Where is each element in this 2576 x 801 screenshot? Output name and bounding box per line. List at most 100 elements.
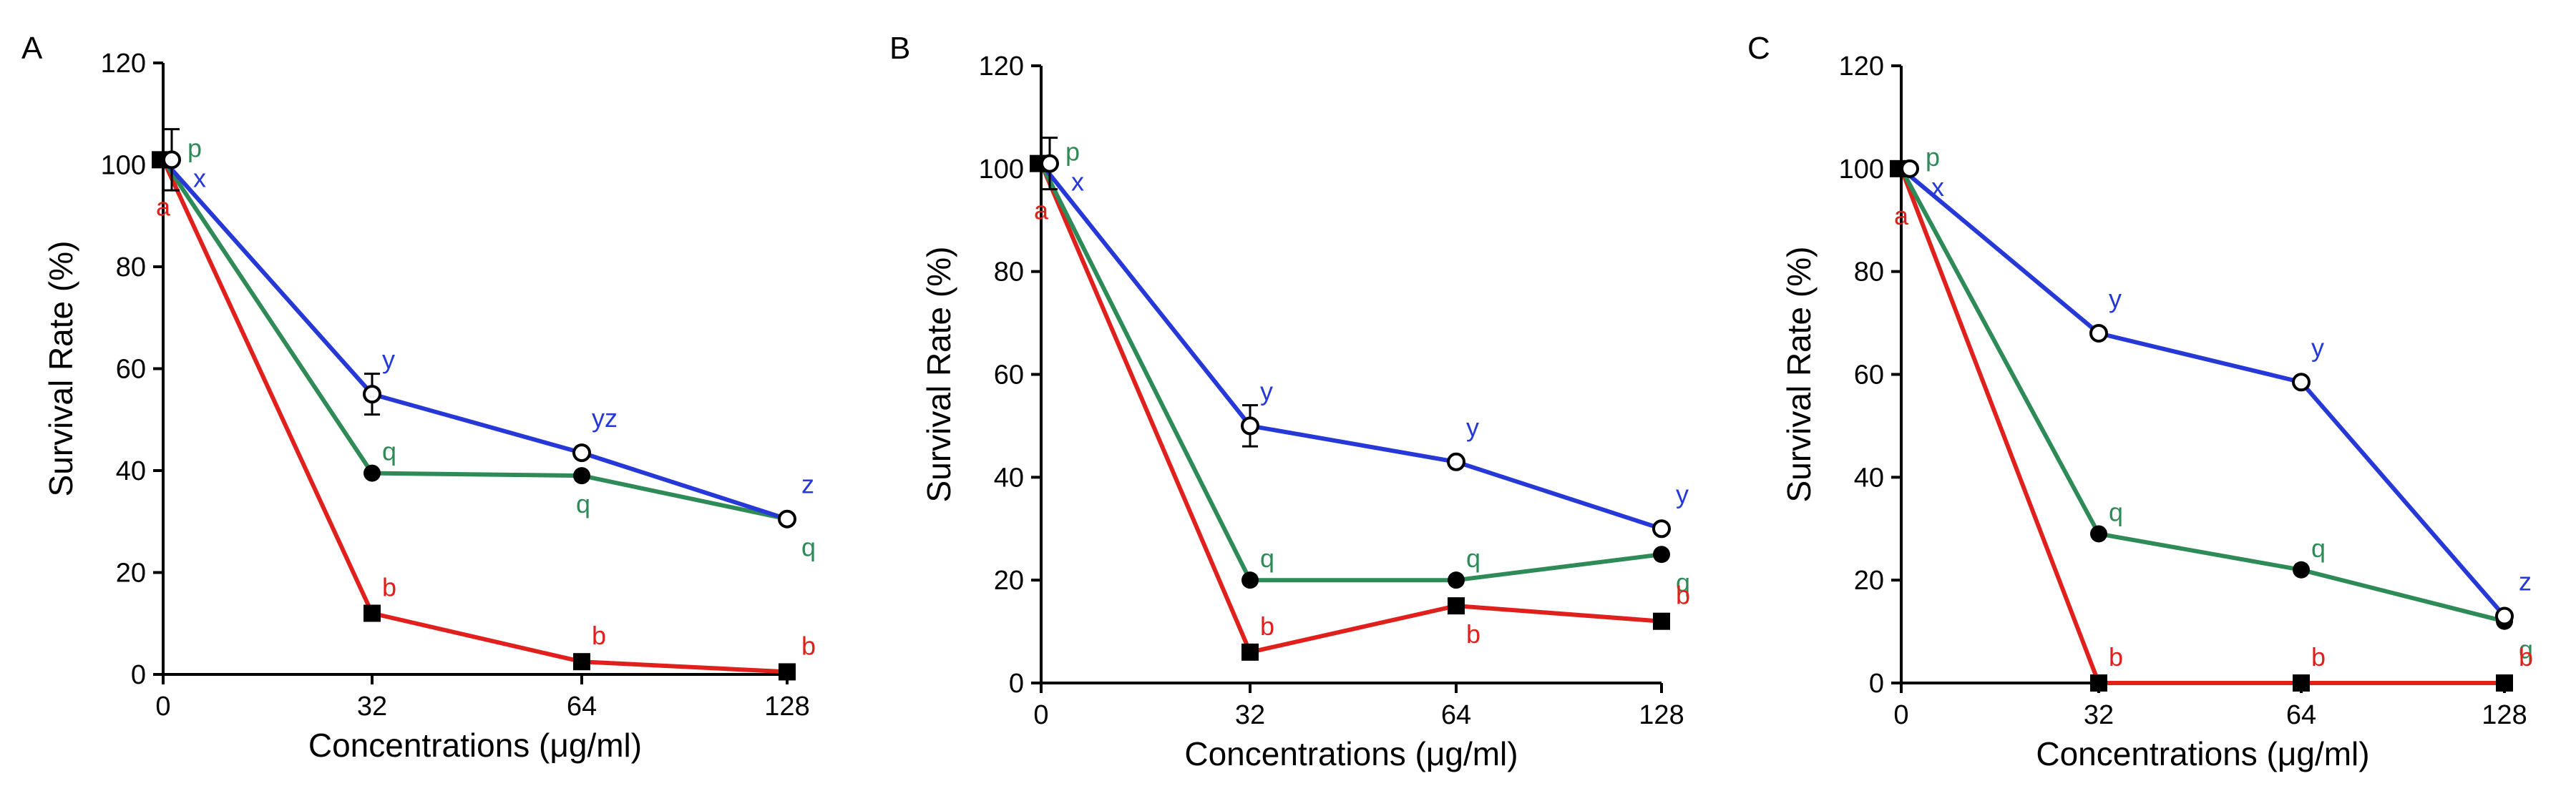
data-point-blue (363, 385, 381, 404)
series-line-blue (161, 158, 788, 521)
significance-letter-green: q (2109, 497, 2123, 526)
data-point-green (573, 467, 590, 485)
y-tick-label: 100 (101, 151, 146, 181)
data-point-red (2293, 674, 2310, 692)
data-point-blue (2292, 373, 2311, 392)
significance-letter-green: q (801, 533, 816, 562)
x-axis-title: Concentrations (μg/ml) (2036, 735, 2369, 772)
data-point-green (1653, 546, 1670, 564)
data-point-blue (2495, 606, 2514, 626)
significance-letter-blue: y (382, 345, 395, 374)
x-tick-label: 0 (155, 692, 170, 722)
x-axis-title: Concentrations (μg/ml) (308, 727, 642, 764)
series-line-blue (1039, 162, 1662, 531)
x-tick-label: 32 (357, 692, 387, 722)
significance-letter-green: q (2311, 534, 2326, 563)
y-tick-label: 100 (1839, 154, 1884, 185)
y-tick-label: 60 (994, 360, 1024, 390)
panel-label: B (889, 31, 910, 66)
y-tick-label: 0 (1869, 669, 1884, 699)
significance-letter-red: b (1676, 581, 1690, 610)
data-point-blue (1040, 154, 1059, 173)
significance-letter-green: p (1065, 137, 1080, 167)
y-tick-label: 40 (994, 463, 1024, 493)
y-tick-label: 40 (1854, 463, 1884, 493)
data-point-blue (572, 443, 591, 463)
significance-letter-green: q (382, 437, 396, 466)
series-line-green (161, 158, 788, 521)
significance-letter-blue: x (1071, 167, 1084, 197)
data-point-green (1448, 571, 1465, 589)
y-tick-label: 100 (979, 154, 1024, 185)
significance-letter-green: q (1260, 544, 1274, 573)
significance-letter-green: q (1466, 544, 1480, 573)
significance-letter-blue: y (2109, 284, 2122, 313)
data-point-red (573, 653, 590, 671)
significance-letter-green: q (1676, 568, 1690, 597)
x-tick-label: 64 (1441, 700, 1471, 730)
data-point-green (2293, 561, 2310, 579)
data-point-green (2090, 525, 2107, 543)
significance-letter-red: b (592, 621, 606, 650)
significance-letter-blue: yz (592, 403, 618, 433)
significance-letter-green: q (576, 489, 590, 519)
y-axis-title: Survival Rate (%) (42, 241, 79, 497)
data-point-blue (2089, 323, 2108, 343)
y-axis-title: Survival Rate (%) (920, 247, 957, 503)
significance-letter-red: b (382, 573, 396, 602)
data-point-green (364, 464, 381, 482)
data-point-blue (1652, 519, 1671, 539)
significance-letter-blue: y (1260, 376, 1273, 406)
significance-letter-red: a (1894, 201, 1909, 230)
significance-letter-red: b (801, 631, 816, 660)
data-point-red (1653, 612, 1670, 630)
data-point-red (2496, 674, 2513, 692)
y-tick-label: 0 (131, 660, 146, 690)
significance-letter-green: p (187, 133, 202, 162)
x-tick-label: 0 (1893, 700, 1908, 730)
y-tick-label: 80 (1854, 257, 1884, 288)
panel-label: A (21, 31, 43, 66)
y-tick-label: 80 (116, 252, 146, 282)
y-tick-label: 120 (1839, 51, 1884, 82)
y-tick-label: 40 (116, 456, 146, 486)
y-tick-label: 20 (116, 559, 146, 589)
x-tick-label: 64 (2286, 700, 2316, 730)
y-tick-label: 0 (1009, 669, 1024, 699)
data-point-red (1448, 597, 1465, 615)
significance-letter-blue: z (2519, 567, 2532, 596)
x-tick-label: 0 (1033, 700, 1048, 730)
data-point-red (1241, 643, 1259, 661)
significance-letter-red: b (2109, 642, 2123, 672)
y-tick-label: 20 (994, 566, 1024, 596)
panel-a: A 0 20 40 60 80 100 120 0 32 64 128 Concentrations (… (21, 31, 816, 764)
data-point-red (2090, 674, 2107, 692)
data-point-blue (778, 509, 796, 529)
significance-letter-red: b (1260, 611, 1274, 641)
data-point-blue (1241, 416, 1259, 436)
series-line-red (161, 159, 788, 674)
significance-letter-green: q (2519, 635, 2533, 664)
data-point-green (1241, 571, 1259, 589)
y-tick-label: 60 (116, 355, 146, 385)
panel-b: B 0 20 40 60 80 100 120 0 32 64 128 Concentrations (… (889, 31, 1690, 772)
x-tick-label: 32 (1235, 700, 1265, 730)
significance-letter-red: b (1466, 619, 1480, 649)
panel-label: C (1747, 31, 1770, 66)
significance-letter-blue: y (1676, 479, 1689, 508)
y-tick-label: 60 (1854, 360, 1884, 390)
y-tick-label: 80 (994, 257, 1024, 288)
y-tick-label: 120 (979, 51, 1024, 82)
significance-letter-green: p (1926, 142, 1940, 172)
x-tick-label: 32 (2084, 700, 2114, 730)
significance-letter-blue: x (193, 163, 206, 192)
significance-letter-red: b (2519, 642, 2533, 672)
series-line-red (1899, 167, 2504, 685)
series-line-green (1899, 167, 2505, 624)
data-point-red (364, 604, 381, 622)
x-tick-label: 128 (764, 692, 809, 722)
x-axis-title: Concentrations (μg/ml) (1184, 735, 1518, 772)
data-point-blue (162, 150, 181, 169)
data-point-blue (1901, 159, 1919, 178)
